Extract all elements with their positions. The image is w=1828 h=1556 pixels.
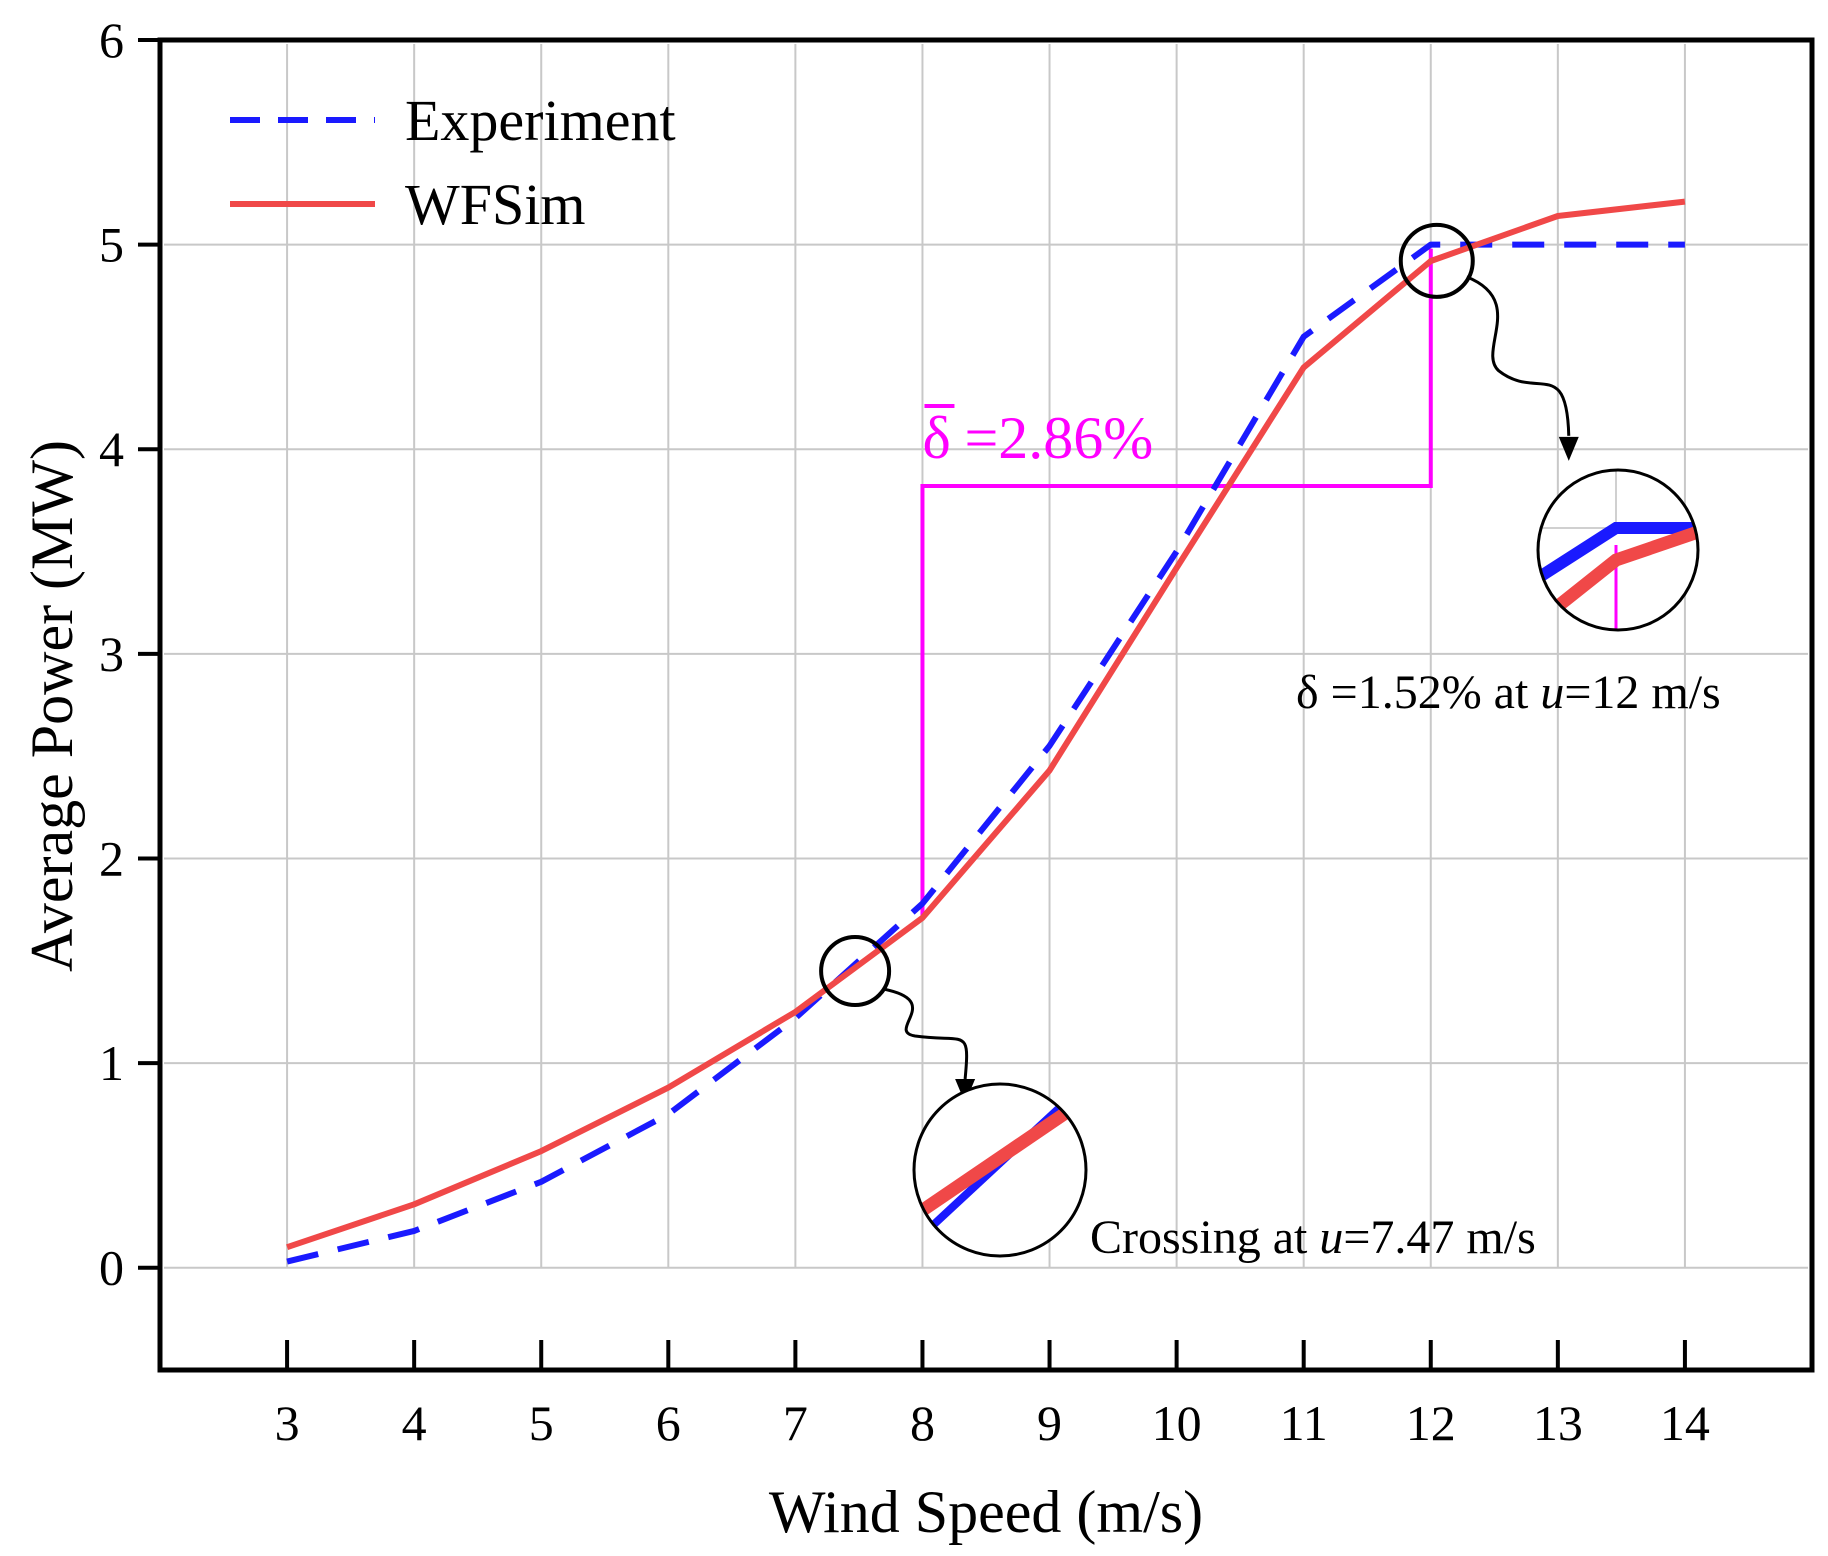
y-tick-label: 3 xyxy=(99,626,124,682)
annotations: δ =2.86% xyxy=(920,248,1433,916)
crossing-marker-circle xyxy=(819,935,892,1007)
y-tick-label: 1 xyxy=(99,1035,124,1091)
y-tick-label: 6 xyxy=(99,12,124,68)
x-tick-label: 12 xyxy=(1406,1395,1456,1451)
inset-experiment-line xyxy=(1538,522,1698,584)
series xyxy=(286,198,1686,1265)
delta-marker-circle xyxy=(1398,222,1475,299)
legend: Experiment WFSim xyxy=(230,88,676,237)
delta-arrow xyxy=(1466,275,1571,436)
x-tick-label: 6 xyxy=(656,1395,681,1451)
series-line-wfsim xyxy=(286,198,1686,1251)
y-tick-label: 0 xyxy=(99,1240,124,1296)
y-tick-label: 2 xyxy=(99,830,124,886)
crossing-label: Crossing at u=7.47 m/s xyxy=(1090,1211,1536,1264)
legend-label-wfsim: WFSim xyxy=(405,172,586,237)
y-axis-label: Average Power (MW) xyxy=(19,440,85,972)
crossing-inset-border xyxy=(912,1082,1088,1258)
crossing-inset-content xyxy=(914,1084,1086,1256)
x-tick-label: 3 xyxy=(275,1395,300,1451)
x-tick-label: 11 xyxy=(1280,1395,1328,1451)
point-delta-label: δ =1.52% at u=12 m/s xyxy=(1296,666,1721,719)
x-tick-label: 4 xyxy=(402,1395,427,1451)
x-tick-label: 14 xyxy=(1660,1395,1710,1451)
mean-delta-symbol: δ xyxy=(922,405,950,471)
series-line-experiment xyxy=(286,241,1685,1265)
delta-inset-content xyxy=(1538,470,1698,630)
mean-delta-value: =2.86% xyxy=(964,405,1153,471)
grid xyxy=(164,44,1808,1269)
delta-arrow-head xyxy=(1558,436,1579,461)
x-tick-label: 10 xyxy=(1152,1395,1202,1451)
delta-inset-border xyxy=(1536,468,1700,632)
x-axis-label: Wind Speed (m/s) xyxy=(769,1479,1203,1545)
plot-frame xyxy=(157,37,1815,1373)
mean-delta-bracket xyxy=(920,248,1433,916)
zoom-insets: Crossing at u=7.47 m/s δ =1.52% at u=12 m… xyxy=(819,222,1721,1264)
y-tick-label: 4 xyxy=(99,421,124,477)
inset-wfsim-line xyxy=(1538,525,1698,628)
inset-wfsim-line xyxy=(916,1104,1074,1218)
x-tick-label: 8 xyxy=(910,1395,935,1451)
crossing-arrow xyxy=(882,987,969,1080)
x-tick-label: 9 xyxy=(1037,1395,1062,1451)
x-tick-label: 13 xyxy=(1533,1395,1583,1451)
legend-label-experiment: Experiment xyxy=(405,88,676,153)
x-tick-label: 7 xyxy=(783,1395,808,1451)
x-tick-label: 5 xyxy=(529,1395,554,1451)
y-tick-label: 5 xyxy=(99,217,124,273)
